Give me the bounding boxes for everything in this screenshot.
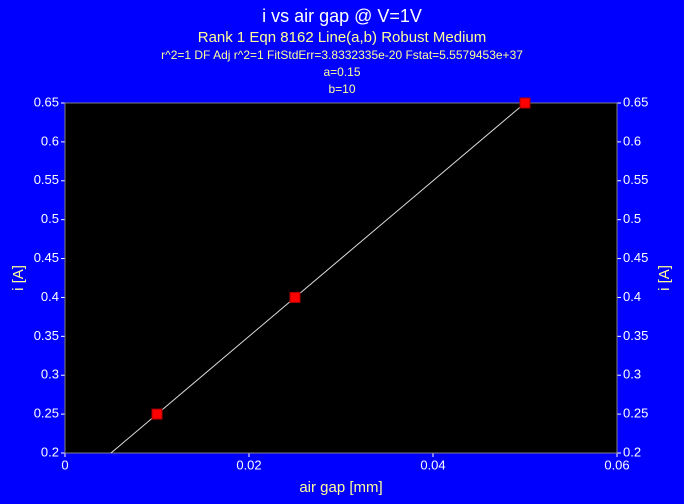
y2-tick-label: 0.6: [623, 133, 641, 148]
y-tick-label: 0.6: [41, 133, 59, 148]
y-axis-label: i [A]: [10, 265, 27, 291]
y-tick-label: 0.3: [41, 367, 59, 382]
y2-tick-label: 0.4: [623, 289, 641, 304]
chart-title: i vs air gap @ V=1V: [262, 6, 422, 26]
x-axis-label: air gap [mm]: [299, 479, 382, 496]
y-tick-label: 0.55: [34, 172, 59, 187]
y-tick-label: 0.4: [41, 289, 59, 304]
x-tick-label: 0.06: [604, 457, 629, 472]
subtitle: Rank 1 Eqn 8162 Line(a,b) Robust Medium: [198, 29, 487, 46]
y-tick-label: 0.5: [41, 211, 59, 226]
plot-area: [65, 103, 617, 453]
y-tick-label: 0.25: [34, 406, 59, 421]
y2-tick-label: 0.3: [623, 367, 641, 382]
subtitle: a=0.15: [323, 65, 360, 79]
y-tick-label: 0.65: [34, 94, 59, 109]
point: [151, 408, 163, 420]
y2-tick-label: 0.35: [623, 328, 648, 343]
y2-tick-label: 0.25: [623, 406, 648, 421]
x-tick-label: 0: [61, 457, 68, 472]
y2-tick-label: 0.2: [623, 444, 641, 459]
subtitle: b=10: [328, 82, 355, 96]
y-tick-label: 0.2: [41, 444, 59, 459]
y2-tick-label: 0.55: [623, 172, 648, 187]
y2-tick-label: 0.65: [623, 94, 648, 109]
point: [519, 97, 531, 109]
x-tick-label: 0.04: [420, 457, 445, 472]
y-tick-label: 0.35: [34, 328, 59, 343]
plot-frame: [64, 102, 618, 454]
fit-line: [110, 102, 526, 454]
x-tick-label: 0.02: [236, 457, 261, 472]
y2-axis-label: i [A]: [656, 265, 673, 291]
y2-tick-label: 0.45: [623, 250, 648, 265]
y2-tick-label: 0.5: [623, 211, 641, 226]
subtitle: r^2=1 DF Adj r^2=1 FitStdErr=3.8332335e-…: [161, 48, 523, 62]
point: [289, 291, 301, 303]
y-tick-label: 0.45: [34, 250, 59, 265]
